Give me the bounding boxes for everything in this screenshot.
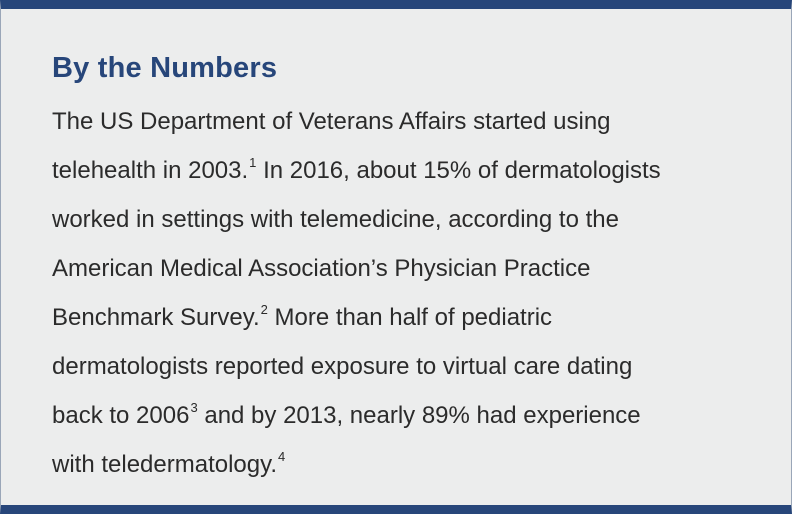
line-text: and by 2013, nearly 89% had experience (197, 402, 641, 429)
body-line: telehealth in 2003.1 In 2016, about 15% … (52, 146, 772, 195)
line-text: back to 2006 (52, 402, 190, 429)
box-body: The US Department of Veterans Affairs st… (52, 97, 772, 489)
citation-superscript: 2 (260, 302, 268, 317)
citation-superscript: 4 (278, 449, 286, 464)
body-line: Benchmark Survey.2 More than half of ped… (52, 293, 772, 342)
line-text: More than half of pediatric (267, 304, 553, 331)
line-text: dermatologists reported exposure to virt… (52, 353, 633, 380)
line-text: telehealth in 2003. (52, 157, 249, 184)
body-line: back to 20063 and by 2013, nearly 89% ha… (52, 391, 772, 440)
body-line: with teledermatology.4 (52, 440, 772, 489)
body-line: The US Department of Veterans Affairs st… (52, 97, 772, 146)
line-text: with teledermatology. (52, 451, 277, 478)
citation-superscript: 1 (249, 155, 257, 170)
box-title: By the Numbers (52, 52, 278, 84)
line-text: Benchmark Survey. (52, 304, 260, 331)
body-line: dermatologists reported exposure to virt… (52, 342, 772, 391)
line-text: worked in settings with telemedicine, ac… (52, 206, 619, 233)
line-text: In 2016, about 15% of dermatologists (256, 157, 661, 184)
body-line: American Medical Association’s Physician… (52, 244, 772, 293)
citation-superscript: 3 (190, 400, 198, 415)
body-line: worked in settings with telemedicine, ac… (52, 195, 772, 244)
line-text: The US Department of Veterans Affairs st… (52, 108, 611, 135)
line-text: American Medical Association’s Physician… (52, 255, 591, 282)
